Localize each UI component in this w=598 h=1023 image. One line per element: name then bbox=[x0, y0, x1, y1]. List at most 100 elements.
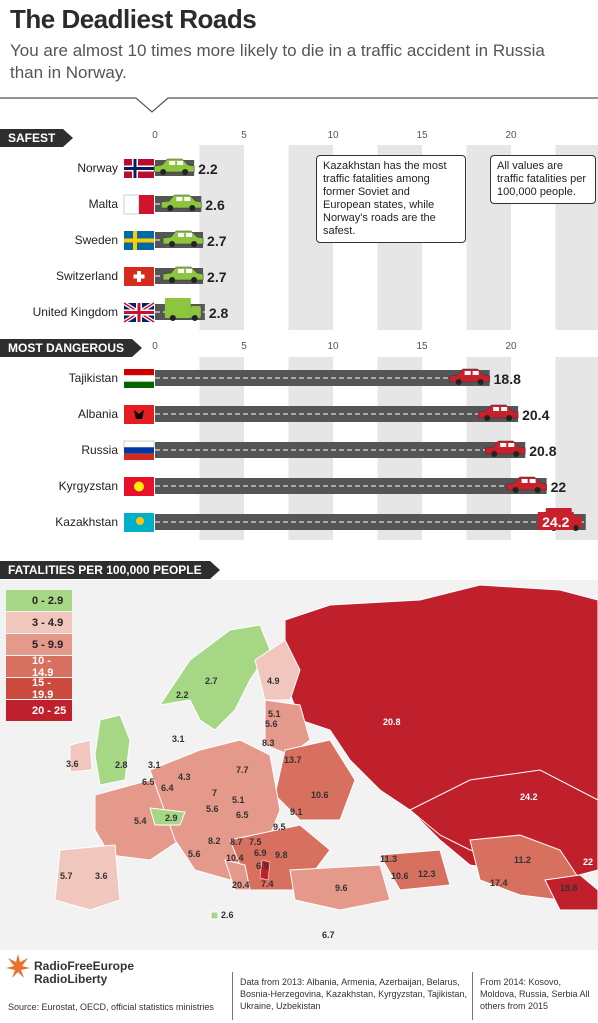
bar-row-malta: Malta 2.6 bbox=[89, 194, 225, 215]
tick-label-0-3: 15 bbox=[416, 130, 428, 141]
car-icon-1-2 bbox=[484, 440, 526, 455]
footer-divider-2 bbox=[472, 972, 473, 1020]
map-value-label: 5.6 bbox=[206, 804, 219, 814]
map-value-label: 6.5 bbox=[142, 777, 155, 787]
map-value-label: 5.4 bbox=[134, 816, 147, 826]
car-icon-1-3 bbox=[506, 476, 547, 491]
bar-row-tajikistan: Tajikistan 18.8 bbox=[69, 368, 521, 388]
map-value-label: 6.9 bbox=[254, 848, 267, 858]
bar-tajikistan bbox=[155, 370, 490, 386]
tick-label-1-3: 15 bbox=[416, 341, 428, 352]
europe-map: 2.72.24.95.15.68.33.120.813.73.6 2.8 3.14.… bbox=[0, 580, 598, 950]
map-value-label: 9.8 bbox=[275, 850, 288, 860]
legend-label: 3 - 4.9 bbox=[32, 616, 64, 629]
car-icon-0-2 bbox=[162, 230, 204, 245]
tick-label-1-2: 10 bbox=[327, 341, 339, 352]
map-value-label: 6.4 bbox=[161, 783, 174, 793]
bar-row-norway: Norway 2.2 bbox=[77, 158, 218, 178]
legend-item: 5 - 9.9 bbox=[6, 634, 72, 655]
map-value-label: 2.2 bbox=[176, 690, 189, 700]
map-value-label: 7.7 bbox=[236, 765, 249, 775]
value-label-0: 18.8 bbox=[494, 371, 521, 387]
legend-item: 10 - 14.9 bbox=[6, 654, 72, 679]
map-value-label: 4.3 bbox=[178, 772, 191, 782]
footnote-2014: From 2014: Kosovo, Moldova, Russia, Serb… bbox=[480, 977, 590, 1011]
section-label-safest: SAFEST bbox=[0, 129, 74, 147]
value-label-1: 2.6 bbox=[205, 197, 225, 213]
bar-row-russia: Russia 20.8 bbox=[81, 440, 557, 460]
map-value-label: 3.6 bbox=[66, 759, 79, 769]
note-kazakhstan: Kazakhstan has the most traffic fataliti… bbox=[316, 155, 466, 243]
footnote-2013: Data from 2013: Albania, Armenia, Azerba… bbox=[240, 977, 467, 1011]
category-label-0: Norway bbox=[77, 161, 118, 175]
map-value-label: 10.4 bbox=[226, 853, 244, 863]
rfe-logo: RadioFreeEurope RadioLiberty bbox=[34, 960, 134, 986]
legend-label: 0 - 2.9 bbox=[32, 594, 64, 607]
map-value-label: 9.6 bbox=[335, 883, 348, 893]
logo-line2: RadioLiberty bbox=[34, 972, 108, 986]
bar-row-albania: Albania 20.4 bbox=[78, 404, 550, 424]
map-value-label: 20.8 bbox=[383, 717, 401, 727]
map-value-label: 2.7 bbox=[205, 676, 218, 686]
legend-label: 5 - 9.9 bbox=[32, 638, 64, 651]
page-subtitle: You are almost 10 times more likely to d… bbox=[10, 41, 545, 82]
category-label-1: Malta bbox=[89, 197, 119, 211]
value-label-4: 2.8 bbox=[209, 305, 229, 321]
legend-item: 3 - 4.9 bbox=[6, 612, 72, 633]
map-value-label: 5.1 bbox=[268, 709, 281, 719]
page-title: The Deadliest Roads bbox=[10, 4, 257, 34]
map-value-label: 3.1 bbox=[172, 734, 185, 744]
category-label-2: Sweden bbox=[75, 233, 118, 247]
category-label-3: Kyrgyzstan bbox=[59, 479, 118, 493]
value-label-1: 20.4 bbox=[522, 407, 549, 423]
tick-label-1-1: 5 bbox=[241, 341, 247, 352]
map-value-label: 9.1 bbox=[290, 807, 303, 817]
map-value-label: 4.9 bbox=[267, 676, 280, 686]
map-value-label: 9.5 bbox=[273, 822, 286, 832]
logo-line1: RadioFreeEurope bbox=[34, 959, 135, 973]
map-value-label: 5.7 bbox=[60, 871, 73, 881]
note-units: All values are traffic fatalities per 10… bbox=[490, 155, 596, 204]
category-label-0: Tajikistan bbox=[69, 371, 118, 385]
tick-label-0-4: 20 bbox=[505, 130, 517, 141]
tick-label-1-4: 20 bbox=[505, 341, 517, 352]
map-value-label: 2.8 bbox=[115, 760, 128, 770]
tick-label-0-1: 5 bbox=[241, 130, 247, 141]
map-value-label: 7.4 bbox=[261, 879, 274, 889]
legend-item: 15 - 19.9 bbox=[6, 676, 72, 701]
map-value-label: 18.8 bbox=[560, 883, 578, 893]
map-value-label: 17.4 bbox=[490, 878, 508, 888]
map-value-label: 3.6 bbox=[95, 871, 108, 881]
category-label-3: Switzerland bbox=[56, 269, 118, 283]
map-value-label: 5.1 bbox=[232, 795, 245, 805]
category-label-2: Russia bbox=[81, 443, 118, 457]
value-label-2: 2.7 bbox=[207, 233, 227, 249]
map-value-label: 11.3 bbox=[380, 854, 397, 864]
footer-divider-1 bbox=[232, 972, 233, 1020]
map-value-label: 12.3 bbox=[418, 869, 436, 879]
legend-label: 15 - 19.9 bbox=[32, 676, 54, 701]
tick-label-0-2: 10 bbox=[327, 130, 339, 141]
car-icon-0-0 bbox=[153, 158, 195, 173]
map-value-label: 11.2 bbox=[514, 855, 531, 865]
map-value-label: 8.3 bbox=[262, 738, 275, 748]
car-icon-0-1 bbox=[161, 194, 202, 209]
bar-row-united-kingdom: United Kingdom 2.8 bbox=[33, 298, 229, 324]
legend-label: 10 - 14.9 bbox=[32, 654, 54, 679]
source-text: Source: Eurostat, OECD, official statist… bbox=[8, 1002, 214, 1012]
truck-icon-0-4 bbox=[164, 298, 191, 318]
map-value-label: 10.6 bbox=[311, 790, 329, 800]
category-label-1: Albania bbox=[78, 407, 118, 421]
flag-tajikistan-icon bbox=[124, 369, 154, 376]
map-value-label: 7 bbox=[212, 788, 217, 798]
map-value-label: 2.6 bbox=[221, 910, 234, 920]
value-label-3: 22 bbox=[551, 479, 567, 495]
map-value-label: 5.6 bbox=[265, 719, 278, 729]
rfe-logo-icon bbox=[6, 954, 30, 978]
bar-albania bbox=[155, 406, 519, 422]
map-value-label: 7.5 bbox=[249, 837, 262, 847]
section-label-most-dangerous: MOST DANGEROUS bbox=[0, 339, 143, 357]
bar-kazakhstan bbox=[155, 514, 586, 530]
bar-row-sweden: Sweden 2.7 bbox=[75, 230, 227, 250]
map-value-label: 2.9 bbox=[165, 813, 178, 823]
